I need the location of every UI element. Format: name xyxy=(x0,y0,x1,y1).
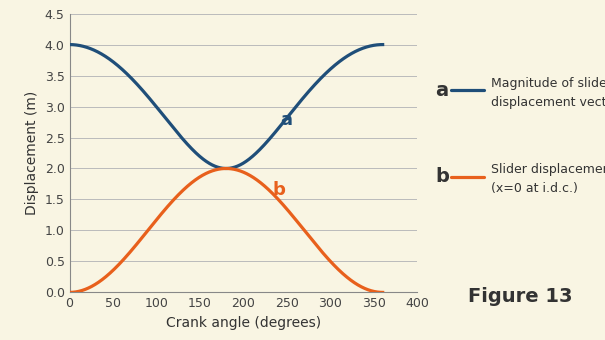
Text: displacement vector s: displacement vector s xyxy=(491,96,605,108)
Text: Figure 13: Figure 13 xyxy=(468,287,572,306)
Text: a: a xyxy=(436,81,449,100)
Text: a: a xyxy=(280,111,292,129)
Text: b: b xyxy=(272,181,285,199)
X-axis label: Crank angle (degrees): Crank angle (degrees) xyxy=(166,316,321,330)
Text: b: b xyxy=(436,167,450,186)
Text: (x=0 at i.d.c.): (x=0 at i.d.c.) xyxy=(491,182,578,195)
Text: Slider displacement x: Slider displacement x xyxy=(491,164,605,176)
Text: Magnitude of slider: Magnitude of slider xyxy=(491,77,605,90)
Y-axis label: Displacement (m): Displacement (m) xyxy=(25,91,39,215)
